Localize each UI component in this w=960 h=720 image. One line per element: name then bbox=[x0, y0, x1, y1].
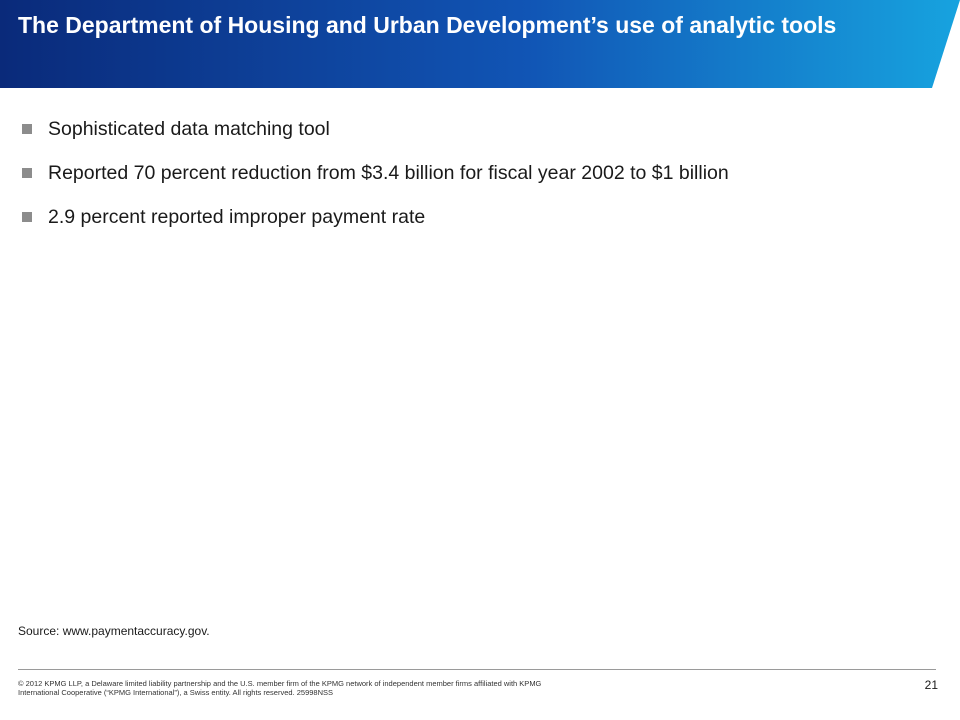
footer-divider bbox=[18, 669, 936, 670]
square-bullet-icon bbox=[22, 124, 32, 134]
bullet-item: 2.9 percent reported improper payment ra… bbox=[22, 206, 922, 228]
square-bullet-icon bbox=[22, 168, 32, 178]
title-banner-shape bbox=[0, 0, 960, 88]
bullet-text: Sophisticated data matching tool bbox=[48, 118, 330, 140]
slide-title: The Department of Housing and Urban Deve… bbox=[18, 12, 837, 38]
bullet-item: Reported 70 percent reduction from $3.4 … bbox=[22, 162, 922, 184]
bullet-text: Reported 70 percent reduction from $3.4 … bbox=[48, 162, 729, 184]
copyright-notice: © 2012 KPMG LLP, a Delaware limited liab… bbox=[18, 679, 542, 697]
title-banner: The Department of Housing and Urban Deve… bbox=[0, 0, 960, 88]
bullet-item: Sophisticated data matching tool bbox=[22, 118, 922, 140]
source-note: Source: www.paymentaccuracy.gov. bbox=[18, 624, 210, 638]
square-bullet-icon bbox=[22, 212, 32, 222]
bullet-list: Sophisticated data matching tool Reporte… bbox=[22, 118, 922, 250]
page-number: 21 bbox=[924, 678, 938, 692]
bullet-text: 2.9 percent reported improper payment ra… bbox=[48, 206, 426, 228]
